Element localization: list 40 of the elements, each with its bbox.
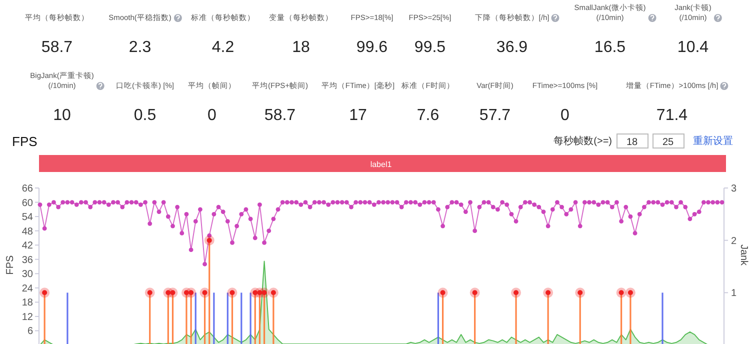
y-tick-label: 66: [22, 184, 34, 194]
data-label: 99.5: [414, 39, 446, 56]
data-label: 10: [53, 107, 71, 124]
text: 每秒帧数(>=): [554, 135, 612, 147]
data-label: 0: [208, 107, 217, 124]
y2-axis-title: Jank: [738, 244, 749, 267]
y-tick-label: 54: [22, 212, 34, 224]
y-tick-label: 42: [22, 240, 34, 252]
data-label: 4.2: [212, 39, 234, 56]
data-label: 0: [560, 107, 570, 124]
input-field: 18: [616, 134, 648, 148]
data-label: 58.7: [41, 39, 73, 56]
data-label: 17: [349, 107, 367, 124]
data-label: 10.4: [677, 39, 709, 56]
y-tick-label: 18: [22, 298, 34, 309]
data-label: 57.7: [479, 107, 511, 124]
y-tick-label: 30: [22, 269, 34, 280]
text: 重新设置: [693, 135, 733, 147]
y-tick-label: 12: [22, 312, 34, 323]
data-label: 71.4: [656, 107, 688, 124]
data-label: 99.6: [356, 39, 388, 56]
input-field: 25: [652, 134, 684, 148]
y-axis-title: FPS: [5, 254, 16, 275]
y-tick-label: 36: [22, 254, 34, 266]
text: label1: [370, 160, 392, 169]
y-tick-label: 6: [27, 326, 34, 338]
data-label: 2.3: [128, 39, 152, 56]
data-label: 0.5: [134, 107, 156, 124]
y-tick-label: 24: [22, 283, 34, 294]
y2-tick-label: 3: [731, 184, 737, 194]
data-label: 7.6: [416, 107, 440, 124]
data-label: 58.7: [264, 107, 296, 124]
data-label: 16.5: [594, 39, 626, 56]
y-tick-label: 48: [22, 226, 34, 238]
y-tick-label: 60: [22, 198, 34, 209]
data-label: 18: [292, 39, 310, 56]
data-label: 36.9: [496, 39, 528, 56]
y2-tick-label: 1: [731, 288, 737, 300]
y2-tick-label: 2: [731, 236, 737, 247]
chart-title: FPS: [12, 134, 38, 149]
